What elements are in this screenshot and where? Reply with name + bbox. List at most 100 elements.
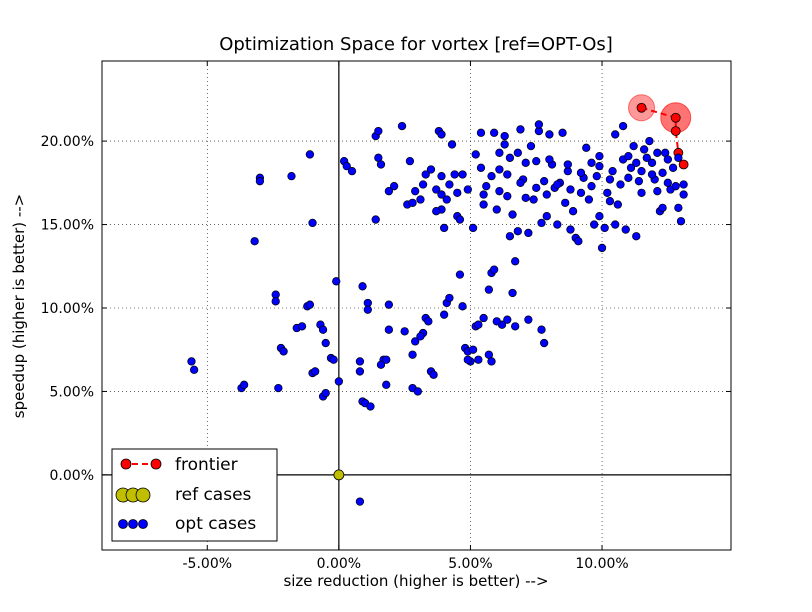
opt-case-point [511,322,520,331]
legend-frontier-marker [150,458,162,470]
opt-case-point [308,218,317,228]
opt-case-point [450,170,459,179]
opt-case-point [582,143,591,152]
opt-case-point [437,190,446,199]
opt-case-point [321,338,330,348]
opt-case-point [239,380,249,389]
opt-case-point [458,302,467,311]
opt-case-point [505,153,515,162]
frontier-series [628,94,692,170]
opt-case-point [616,180,625,189]
x-tick-label: 5.00% [448,556,492,572]
opt-case-point [511,257,520,266]
opt-case-point [663,178,672,187]
opt-case-point [561,198,570,208]
opt-case-point [416,195,425,204]
opt-case-point [408,350,417,359]
legend-opt-marker [128,519,138,529]
opt-case-point [321,388,330,398]
opt-case-point [618,121,628,131]
opt-case-point [437,172,446,181]
opt-case-point [576,188,586,197]
legend-ref-marker [135,487,151,503]
opt-case-point [500,140,509,149]
opt-case-point [647,170,657,179]
opt-case-point [603,188,612,197]
opt-case-point [305,300,315,309]
opt-case-point [611,220,620,229]
opt-case-point [595,151,604,161]
opt-case-point [489,265,499,274]
opt-case-point [479,200,488,209]
opt-case-point [503,192,512,201]
opt-case-point [539,177,549,186]
opt-case-point [534,120,544,129]
opt-case-point [647,158,657,167]
opt-case-point [553,220,562,229]
opt-case-point [468,345,478,354]
opt-case-point [574,237,583,246]
opt-case-point [297,322,307,331]
opt-case-point [624,151,633,161]
opt-case-point [516,125,525,134]
opt-case-point [476,128,486,137]
opt-case-point [463,185,472,194]
opt-case-point [492,205,501,214]
opt-case-point [445,180,454,189]
opt-case-point [526,141,536,151]
opt-case-point [426,165,436,174]
opt-case-point [495,148,504,157]
opt-case-point [400,327,409,336]
opt-case-point [447,140,457,149]
opt-case-point [626,163,636,172]
opt-case-point [632,158,641,167]
opt-case-point [397,121,407,131]
legend: frontier ref cases opt cases [111,448,278,542]
opt-case-point [587,182,596,191]
x-tick-label: 0.00% [317,556,361,572]
opt-case-point [637,167,646,176]
opt-case-point [405,156,415,166]
opt-case-point [611,130,620,139]
opt-case-point [408,198,417,208]
opt-case-point [537,325,546,334]
opt-case-point [503,170,512,179]
opt-case-point [566,225,575,234]
opt-case-point [663,155,672,164]
opt-case-point [271,297,280,306]
opt-case-point [437,130,446,139]
opt-case-point [355,357,365,366]
opt-case-point [355,367,365,376]
opt-case-point [671,182,680,191]
opt-case-point [492,317,501,326]
opt-case-point [489,128,499,137]
legend-item-opt-cases: opt cases [118,514,256,534]
opt-case-point [355,497,365,506]
opt-case-point [500,131,509,141]
opt-case-point [539,338,549,348]
x-axis-ticks: -5.00% 0.00% 5.00% 10.00% [183,61,629,572]
opt-case-point [250,237,259,246]
opt-case-point [558,128,567,137]
opt-case-point [311,367,320,376]
opt-case-point [513,227,522,236]
opt-case-point [432,207,441,216]
opt-case-point [640,145,649,154]
legend-ref-label: ref cases [175,485,252,505]
opt-case-point [342,161,351,171]
opt-case-point [621,225,630,234]
opt-case-point [445,293,454,303]
y-tick-label: 10.00% [41,301,94,317]
opt-case-point [597,243,607,253]
opt-case-point [495,165,504,174]
frontier-point [670,126,681,136]
opt-cases-series [187,120,688,506]
opt-case-point [442,195,451,204]
opt-case-point [668,163,678,172]
opt-case-point [537,218,546,228]
opt-case-point [679,190,688,199]
y-axis-label: speedup (higher is better) --> [10,194,28,419]
opt-case-point [532,156,541,166]
opt-case-point [595,161,604,171]
opt-case-point [455,215,465,224]
